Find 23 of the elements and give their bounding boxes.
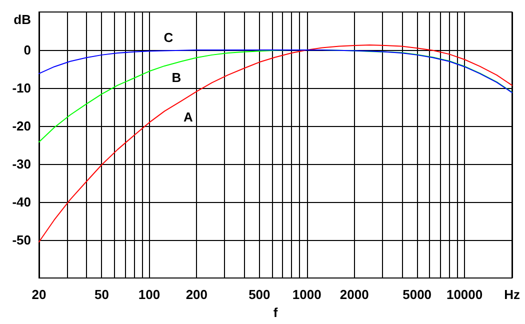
line-series	[38, 44, 512, 242]
y-tick-label: -30	[12, 156, 31, 172]
x-tick-label: 5000	[402, 287, 432, 302]
y-axis-title: dB	[14, 12, 31, 27]
x-tick-label: 50	[94, 287, 109, 302]
x-tick-label: 1000	[292, 287, 322, 302]
x-tick-label: 10000	[446, 287, 483, 302]
x-tick-label: 500	[248, 287, 270, 302]
y-tick-label: -40	[12, 194, 31, 210]
x-tick-label: Hz	[504, 287, 520, 302]
x-tick-label: 20	[32, 287, 46, 302]
y-tick-label: 0	[24, 42, 31, 58]
x-tick-label: 200	[186, 287, 208, 302]
series-label: A	[183, 110, 194, 125]
line-series	[38, 50, 512, 94]
y-tick-label: -10	[12, 80, 31, 96]
y-tick-label: -20	[12, 118, 31, 134]
series-label: B	[172, 70, 182, 85]
x-tick-label: 2000	[340, 287, 369, 302]
series-label: C	[164, 30, 174, 45]
y-tick-label: -50	[12, 232, 31, 248]
x-axis-title: f	[273, 305, 278, 320]
x-tick-label: 100	[138, 287, 160, 302]
